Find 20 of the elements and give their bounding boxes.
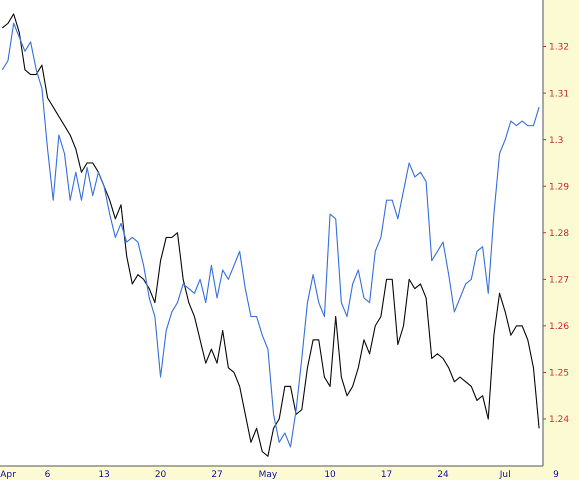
- x-tick-label: 20: [154, 470, 167, 480]
- y-tick-label: 1.31: [549, 89, 570, 100]
- y-tick-label: 1.32: [549, 42, 570, 53]
- x-tick-label: 17: [380, 470, 392, 480]
- y-tick-label: 1.25: [549, 368, 570, 379]
- y-tick-label: 1.24: [549, 415, 570, 426]
- x-tick-label: 10: [324, 470, 336, 480]
- x-tick-label: 13: [98, 470, 110, 480]
- x-tick-label: Jul: [498, 470, 511, 480]
- x-tick-label: May: [258, 470, 278, 480]
- x-tick-label: Apr: [0, 470, 16, 480]
- y-tick-label: 1.27: [549, 275, 570, 286]
- y-tick-label: 1.3: [549, 136, 564, 146]
- x-tick-label: 6: [44, 470, 51, 480]
- y-tick-label: 1.28: [549, 228, 570, 239]
- x-tick-label: 27: [211, 470, 223, 480]
- x-tick-label: 24: [437, 470, 450, 480]
- y-tick-label: 1.29: [549, 182, 570, 192]
- y-tick-label: 1.26: [549, 322, 570, 332]
- x-tick-label: 9: [553, 470, 560, 480]
